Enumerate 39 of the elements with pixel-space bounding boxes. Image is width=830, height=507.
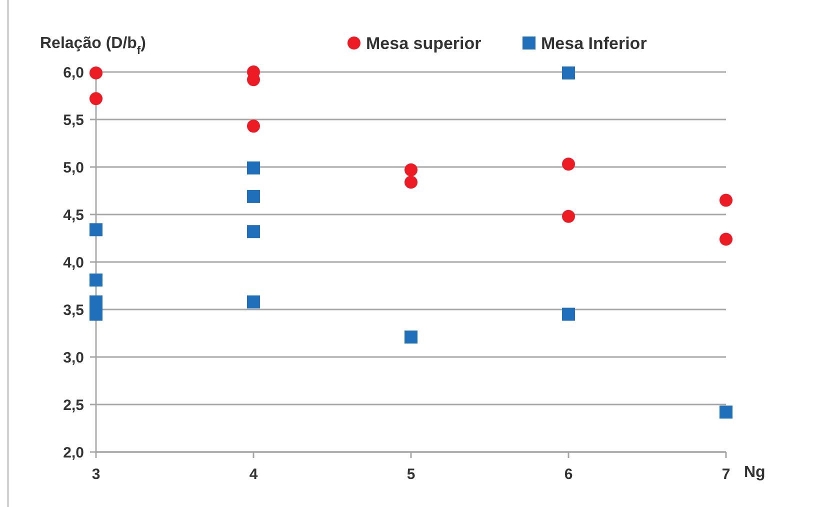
point xyxy=(90,66,102,80)
legend-label: Mesa Inferior xyxy=(541,34,648,53)
point xyxy=(404,176,418,189)
point xyxy=(90,295,102,308)
point xyxy=(247,225,260,238)
y-axis-title: Relação (D/b$_{f}$) xyxy=(40,35,146,57)
x-tick-label: 3 xyxy=(92,466,100,483)
point xyxy=(247,120,260,133)
point xyxy=(720,232,732,246)
y-tick-label: 3,0 xyxy=(63,349,84,366)
point xyxy=(562,210,575,223)
y-tick-label: 5,5 xyxy=(63,112,84,129)
y-tick-label: 2,0 xyxy=(63,444,84,462)
y-tick-label: 5,0 xyxy=(63,159,84,176)
point xyxy=(247,161,260,174)
point xyxy=(90,274,102,287)
point xyxy=(90,223,102,236)
point xyxy=(562,66,575,80)
legend-label: Mesa superior xyxy=(366,34,482,53)
point xyxy=(720,406,732,419)
point xyxy=(404,330,418,344)
x-axis-title: Ng xyxy=(744,464,766,481)
point xyxy=(720,194,732,207)
y-tick-label: 2,5 xyxy=(63,396,84,414)
point xyxy=(247,190,260,203)
y-tick-label: 4,0 xyxy=(63,254,84,272)
x-tick-label: 7 xyxy=(722,466,730,483)
point xyxy=(247,295,260,308)
point xyxy=(562,308,575,321)
x-tick-label: 6 xyxy=(564,466,573,483)
point xyxy=(90,92,102,106)
y-tick-label: 3,5 xyxy=(63,302,84,319)
x-tick-label: 4 xyxy=(249,466,258,483)
y-tick-label: 6,0 xyxy=(63,64,84,82)
x-tick-label: 5 xyxy=(406,466,416,483)
point xyxy=(562,158,575,171)
point xyxy=(90,308,102,321)
point xyxy=(404,163,418,176)
y-tick-label: 4,5 xyxy=(63,206,84,224)
